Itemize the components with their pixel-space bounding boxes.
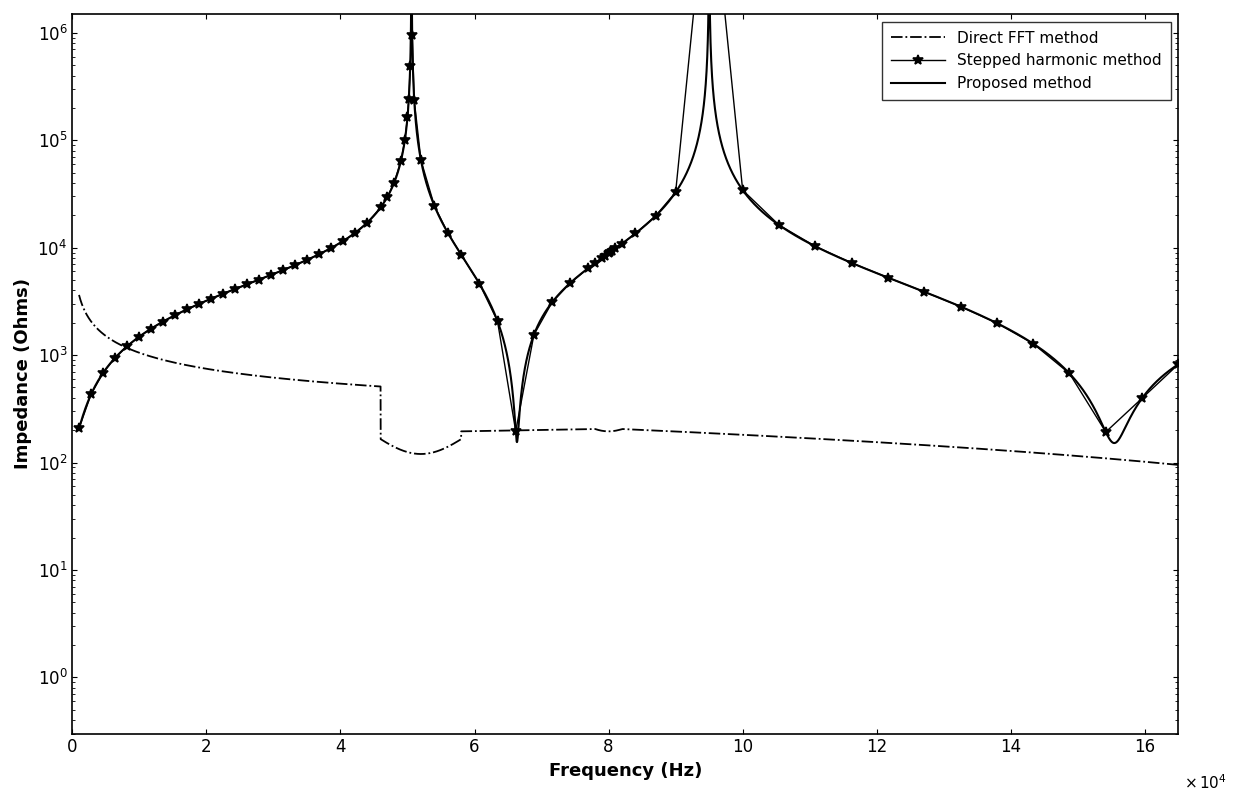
- X-axis label: Frequency (Hz): Frequency (Hz): [548, 762, 702, 780]
- Direct FFT method: [72, 290, 87, 300]
- Text: $\times\,10^4$: $\times\,10^4$: [1184, 773, 1226, 792]
- Stepped harmonic method: [192, 299, 207, 309]
- Stepped harmonic method: [1099, 427, 1114, 437]
- Y-axis label: Impedance (Ohms): Impedance (Ohms): [14, 278, 32, 470]
- Direct FFT method: [470, 426, 485, 436]
- Stepped harmonic method: [72, 423, 87, 433]
- Proposed method: [722, 162, 737, 172]
- Proposed method: [1107, 438, 1122, 448]
- Legend: Direct FFT method, Stepped harmonic method, Proposed method: Direct FFT method, Stepped harmonic meth…: [882, 22, 1171, 100]
- Direct FFT method: [722, 430, 737, 439]
- Stepped harmonic method: [1061, 369, 1076, 378]
- Direct FFT method: [945, 442, 960, 452]
- Proposed method: [887, 275, 901, 285]
- Line: Direct FFT method: Direct FFT method: [79, 295, 1178, 465]
- Stepped harmonic method: [954, 302, 968, 311]
- Proposed method: [470, 275, 485, 285]
- Direct FFT method: [770, 432, 785, 442]
- Stepped harmonic method: [527, 330, 542, 339]
- Proposed method: [945, 298, 960, 308]
- Stepped harmonic method: [1171, 359, 1185, 369]
- Proposed method: [72, 423, 87, 433]
- Proposed method: [770, 219, 785, 229]
- Direct FFT method: [126, 346, 141, 356]
- Line: Proposed method: Proposed method: [79, 0, 1178, 443]
- Direct FFT method: [887, 438, 901, 448]
- Line: Stepped harmonic method: Stepped harmonic method: [74, 0, 1183, 437]
- Proposed method: [1171, 359, 1185, 369]
- Stepped harmonic method: [95, 368, 110, 378]
- Stepped harmonic method: [407, 95, 422, 105]
- Direct FFT method: [1171, 460, 1185, 470]
- Proposed method: [126, 335, 141, 345]
